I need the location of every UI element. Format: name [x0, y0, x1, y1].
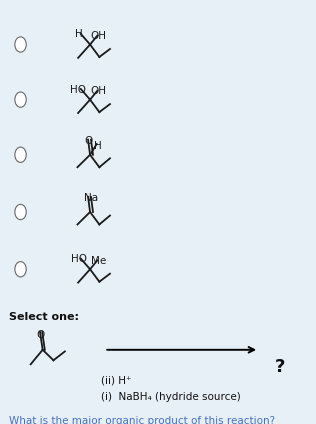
Text: HO: HO: [71, 254, 87, 264]
Text: HO: HO: [70, 84, 86, 95]
Text: OH: OH: [91, 86, 107, 96]
Text: What is the major organic product of this reaction?: What is the major organic product of thi…: [9, 416, 276, 424]
Text: H: H: [75, 29, 83, 39]
Circle shape: [15, 92, 26, 107]
Circle shape: [15, 204, 26, 220]
Text: O: O: [37, 330, 45, 340]
Text: (ii) H⁺: (ii) H⁺: [101, 375, 132, 385]
Text: Select one:: Select one:: [9, 312, 80, 322]
Circle shape: [15, 37, 26, 52]
Text: Na: Na: [84, 193, 98, 203]
Text: O: O: [85, 136, 93, 146]
Circle shape: [15, 262, 26, 277]
Text: H: H: [94, 140, 102, 151]
Text: ?: ?: [275, 358, 285, 376]
Circle shape: [15, 147, 26, 162]
Text: (i)  NaBH₄ (hydride source): (i) NaBH₄ (hydride source): [101, 392, 241, 402]
Text: OH: OH: [90, 31, 106, 41]
Text: Me: Me: [91, 256, 106, 266]
